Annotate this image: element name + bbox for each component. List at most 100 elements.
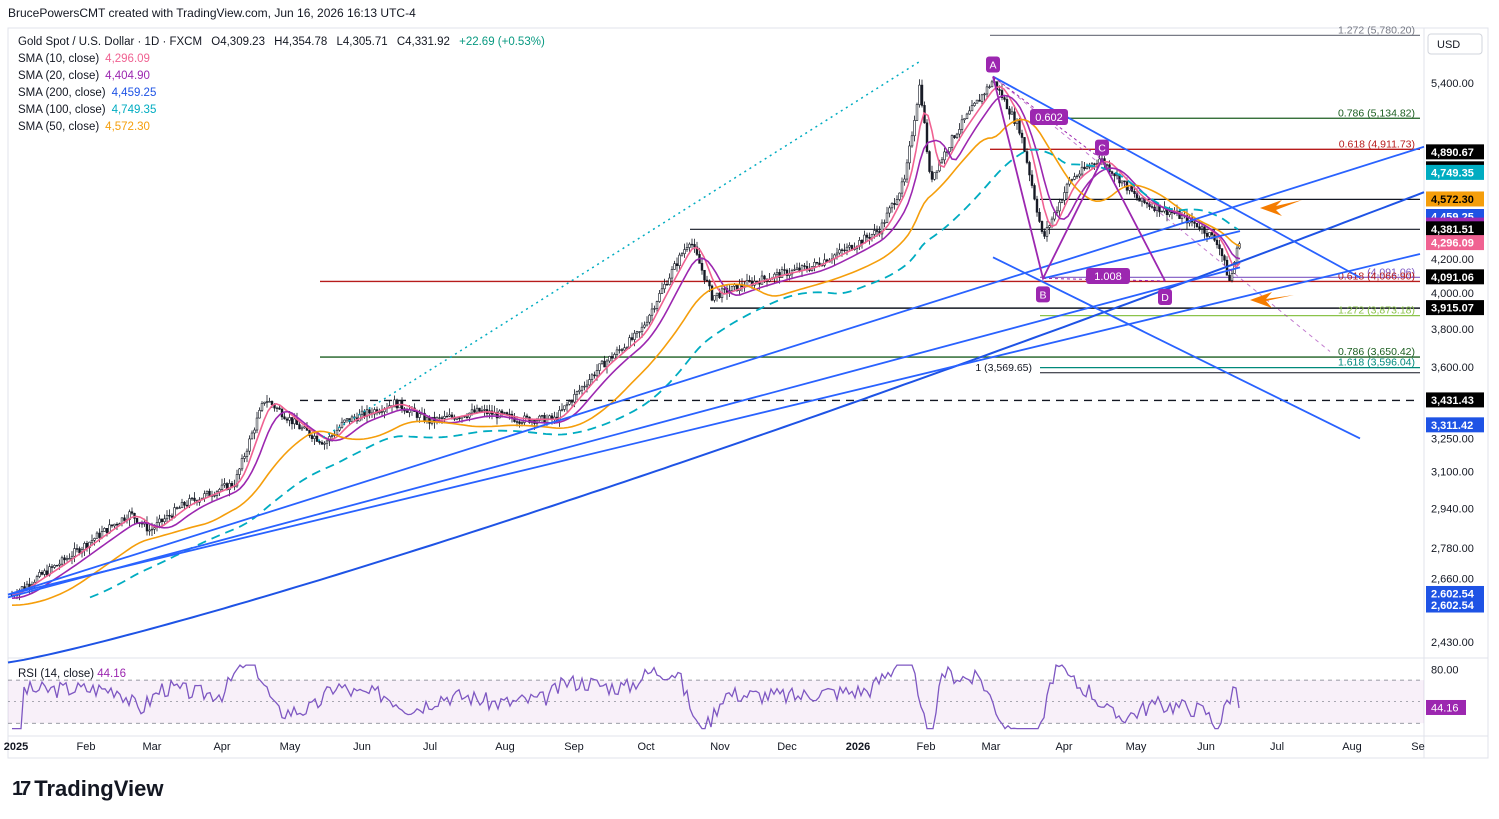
candle xyxy=(715,292,719,302)
candle xyxy=(528,416,531,424)
open-value: 4,309.23 xyxy=(220,36,265,48)
candle xyxy=(608,355,611,364)
candle xyxy=(558,406,561,427)
candle xyxy=(175,506,179,510)
price-label: 2,602.54 xyxy=(1431,600,1475,612)
candle xyxy=(315,433,319,442)
candle xyxy=(1208,232,1211,239)
candle xyxy=(795,262,799,271)
fib-label: 1.618 (3,596.04) xyxy=(1338,357,1415,369)
price-label-box xyxy=(1426,300,1484,316)
candle xyxy=(220,478,224,492)
rising-wedge-line xyxy=(1042,230,1241,280)
candle xyxy=(930,165,934,183)
candle xyxy=(448,408,451,418)
candle xyxy=(40,570,44,576)
price-label-box xyxy=(1426,269,1484,285)
candle xyxy=(1030,170,1034,189)
candle xyxy=(578,384,581,395)
candle xyxy=(623,343,626,352)
candle xyxy=(703,269,706,284)
candle xyxy=(1035,195,1039,217)
x-tick-label: Apr xyxy=(1055,741,1072,753)
legend-sma-50[interactable]: SMA (50, close) 4,572.30 xyxy=(18,121,150,133)
candle xyxy=(43,568,46,577)
candle xyxy=(655,300,659,312)
candle xyxy=(45,564,49,577)
price-label-box xyxy=(1426,417,1484,433)
x-tick-label: May xyxy=(1126,741,1147,753)
x-tick-label: Aug xyxy=(495,741,515,753)
candle xyxy=(1055,206,1059,215)
x-tick-label: Aug xyxy=(1342,741,1362,753)
price-label-box xyxy=(1426,585,1484,601)
legend-sma-10[interactable]: SMA (10, close) 4,296.09 xyxy=(18,53,150,65)
legend-sma-200[interactable]: SMA (200, close) 4,459.25 xyxy=(18,87,157,99)
y-tick-label: 3,800.00 xyxy=(1431,324,1474,336)
candle xyxy=(648,313,651,325)
candle xyxy=(245,448,249,463)
candle xyxy=(560,403,564,412)
candle xyxy=(990,79,994,88)
brand-name: TradingView xyxy=(34,776,164,801)
candle xyxy=(163,514,166,525)
legend-sma-20[interactable]: SMA (20, close) 4,404.90 xyxy=(18,70,150,82)
candle xyxy=(588,374,591,388)
x-tick-label: Sep xyxy=(564,741,584,753)
pattern-point-b-box xyxy=(1036,286,1050,303)
candle xyxy=(183,501,186,510)
x-tick-label: Jun xyxy=(353,741,371,753)
x-tick-label: Jun xyxy=(1197,741,1215,753)
sma-50-line xyxy=(11,118,1241,606)
candle xyxy=(665,280,669,286)
price-label: 4,572.30 xyxy=(1431,194,1474,206)
candle xyxy=(133,512,136,525)
candle xyxy=(803,263,806,270)
candle xyxy=(95,531,99,539)
candle xyxy=(900,177,904,198)
candle xyxy=(638,331,641,338)
price-label-box xyxy=(1426,144,1484,160)
candle xyxy=(1195,223,1199,228)
candle xyxy=(920,79,924,108)
candle xyxy=(793,264,796,272)
fib-label: 0.786 (3,650.42) xyxy=(1338,346,1415,358)
candle xyxy=(85,540,89,552)
price-label-box xyxy=(1426,392,1484,408)
candle xyxy=(75,544,79,553)
price-label-box xyxy=(1426,221,1484,237)
ratio-bd-box xyxy=(1086,268,1130,284)
candle xyxy=(713,295,716,303)
y-tick-label: 2,660.00 xyxy=(1431,574,1474,586)
pattern-point-d: D xyxy=(1161,292,1169,304)
candle xyxy=(748,275,751,283)
candle xyxy=(1065,182,1069,200)
change-value: +22.69 (+0.53%) xyxy=(459,36,545,48)
candle xyxy=(168,509,171,521)
symbol-row[interactable]: Gold Spot / U.S. Dollar · 1D · FXCM O4,3… xyxy=(18,34,545,51)
legend-sma-100[interactable]: SMA (100, close) 4,749.35 xyxy=(18,104,157,116)
candle xyxy=(705,275,709,283)
candle xyxy=(988,84,991,89)
arrow-lower xyxy=(1250,292,1294,308)
candle xyxy=(683,243,686,258)
candle xyxy=(815,261,819,265)
candle xyxy=(985,83,989,99)
candle xyxy=(190,496,194,501)
price-label: 3,311.42 xyxy=(1431,420,1473,432)
y-tick-label: 2,940.00 xyxy=(1431,504,1474,516)
candle xyxy=(653,305,656,313)
ratio-ac-box xyxy=(1030,109,1068,125)
candle xyxy=(1045,220,1049,242)
candle xyxy=(1083,162,1086,171)
fib-label: 0.786 (5,134.82) xyxy=(1338,107,1415,119)
candle xyxy=(618,345,621,354)
candle xyxy=(158,514,161,529)
tradingview-logo[interactable]: 17 TradingView xyxy=(12,776,163,802)
candle xyxy=(830,253,834,264)
candle xyxy=(1063,186,1066,205)
rsi-legend[interactable]: RSI (14, close) 44.16 xyxy=(18,668,127,680)
candle xyxy=(1230,268,1234,283)
candle xyxy=(908,141,911,170)
